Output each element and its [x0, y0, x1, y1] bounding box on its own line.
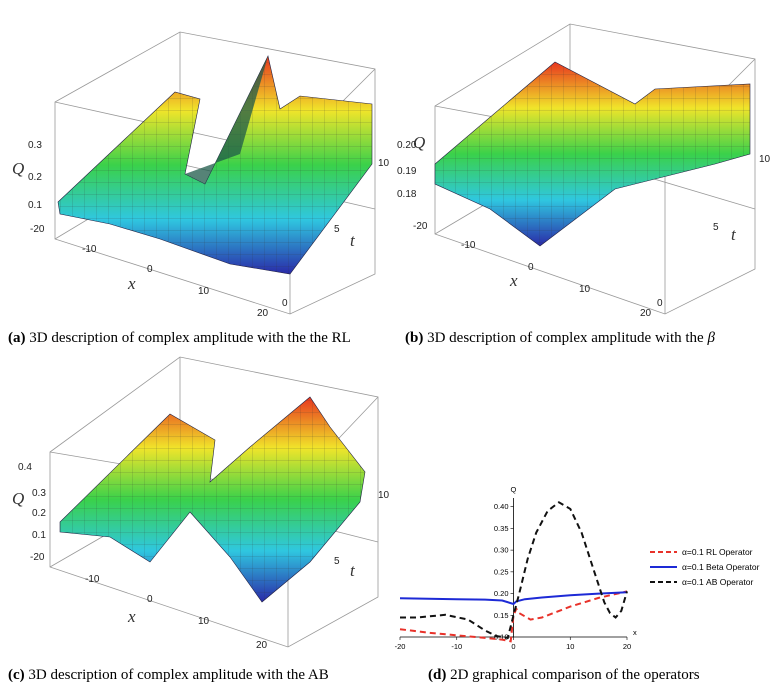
- caption-c: (c) 3D description of complex amplitude …: [8, 667, 329, 684]
- line-chart: -20 -10 0 10 20 0.10 0.15 0.20 0.25 0.30 0.35 0.40 x…: [395, 485, 760, 651]
- y-tick-label: 0.15: [494, 611, 509, 620]
- x-label-a: x: [127, 274, 136, 293]
- z-label-b: Q: [413, 133, 425, 152]
- x-tick-label: 0: [511, 642, 515, 651]
- panel-c-3d-plot: 0.4 0.3 0.2 0.1 Q -20 -10 0 10 20 x 5 10…: [0, 352, 392, 657]
- y-tick-label: 0.20: [494, 589, 509, 598]
- caption-b-symbol: β: [707, 330, 715, 346]
- z-tick-a-2: 0.1: [28, 200, 42, 211]
- t-tick-a-1: 5: [334, 224, 340, 235]
- y-tick-label: 0.25: [494, 567, 509, 576]
- x-tick-b-0: -20: [413, 221, 428, 232]
- x-tick-c-2: 0: [147, 594, 153, 605]
- x-tick-b-4: 20: [640, 308, 652, 319]
- caption-c-tag: (c): [8, 667, 25, 683]
- x-tick-a-3: 10: [198, 286, 210, 297]
- t-tick-b-1: 5: [713, 222, 719, 233]
- surface-plot-a: 0.3 0.2 0.1 Q -20 -10 0 10 20 x 0 5 10 t: [12, 31, 390, 319]
- t-tick-b-0: 0: [657, 298, 663, 309]
- z-tick-c-2: 0.2: [32, 508, 46, 519]
- x-tick-b-2: 0: [528, 262, 534, 273]
- z-tick-a-0: 0.3: [28, 140, 42, 151]
- legend-label-2: α=0.1 AB Operator: [682, 577, 753, 587]
- caption-c-text: 3D description of complex amplitude with…: [24, 667, 329, 683]
- z-label-a: Q: [12, 159, 24, 178]
- surface-plot-b: 0.20 0.19 0.18 Q -20 -10 0 10 20 x 0 5 1…: [397, 23, 771, 319]
- t-tick-c-0: 5: [334, 556, 340, 567]
- caption-d: (d) 2D graphical comparison of the opera…: [428, 667, 700, 684]
- x-tick-b-3: 10: [579, 284, 591, 295]
- x-tick-label: 10: [566, 642, 574, 651]
- z-tick-a-1: 0.2: [28, 172, 42, 183]
- z-tick-b-0: 0.20: [397, 140, 417, 151]
- z-tick-b-2: 0.18: [397, 189, 417, 200]
- x-tick-b-1: -10: [461, 240, 476, 251]
- panel-a-3d-plot: 0.3 0.2 0.1 Q -20 -10 0 10 20 x 0 5 10 t: [0, 14, 392, 324]
- x-tick-label: 20: [623, 642, 631, 651]
- x-tick-c-1: -10: [85, 574, 100, 585]
- caption-b-tag: (b): [405, 330, 424, 346]
- caption-b: (b) 3D description of complex amplitude …: [405, 330, 715, 347]
- x-tick-a-4: 20: [257, 308, 269, 319]
- y-tick-label: 0.35: [494, 524, 509, 533]
- t-tick-a-2: 10: [378, 158, 390, 169]
- z-label-c: Q: [12, 489, 24, 508]
- y-tick-label: 0.40: [494, 502, 509, 511]
- caption-d-text: 2D graphical comparison of the operators: [446, 667, 700, 683]
- t-label-c: t: [350, 561, 356, 580]
- x-label-b: x: [509, 271, 518, 290]
- z-tick-c-1: 0.3: [32, 488, 46, 499]
- x-tick-a-2: 0: [147, 264, 153, 275]
- x-tick-label: -10: [451, 642, 462, 651]
- t-tick-c-1: 10: [378, 490, 390, 501]
- y-axis-label: Q: [511, 485, 517, 494]
- z-tick-b-1: 0.19: [397, 166, 417, 177]
- t-label-a: t: [350, 231, 356, 250]
- y-tick-label: 0.30: [494, 546, 509, 555]
- legend-label-0: α=0.1 RL Operator: [682, 547, 753, 557]
- panel-d-2d-chart: -20 -10 0 10 20 0.10 0.15 0.20 0.25 0.30 0.35 0.40 x…: [392, 482, 780, 657]
- t-tick-a-0: 0: [282, 298, 288, 309]
- x-tick-a-1: -10: [82, 244, 97, 255]
- caption-a: (a) 3D description of complex amplitude …: [8, 330, 351, 347]
- z-tick-c-0: 0.4: [18, 462, 32, 473]
- series-line-1: [399, 591, 628, 606]
- x-tick-c-0: -20: [30, 552, 45, 563]
- caption-b-text: 3D description of complex amplitude with…: [423, 330, 708, 346]
- surface-plot-c: 0.4 0.3 0.2 0.1 Q -20 -10 0 10 20 x 5 10…: [12, 356, 390, 651]
- caption-a-text: 3D description of complex amplitude with…: [25, 330, 351, 346]
- series-line-2: [400, 501, 628, 640]
- x-tick-c-3: 10: [198, 616, 210, 627]
- t-label-b: t: [731, 225, 737, 244]
- caption-d-tag: (d): [428, 667, 447, 683]
- x-tick-c-4: 20: [256, 640, 268, 651]
- z-tick-c-3: 0.1: [32, 530, 46, 541]
- t-tick-b-2: 10: [759, 154, 771, 165]
- x-tick-a-0: -20: [30, 224, 45, 235]
- x-tick-label: -20: [395, 642, 406, 651]
- panel-b-3d-plot: 0.20 0.19 0.18 Q -20 -10 0 10 20 x 0 5 1…: [395, 14, 780, 324]
- caption-a-tag: (a): [8, 330, 26, 346]
- series-line-0: [399, 590, 628, 643]
- y-tick-label: 0.10: [494, 633, 509, 642]
- x-label-c: x: [127, 607, 136, 626]
- legend-label-1: α=0.1 Beta Operator: [682, 562, 760, 572]
- x-axis-label: x: [633, 628, 637, 637]
